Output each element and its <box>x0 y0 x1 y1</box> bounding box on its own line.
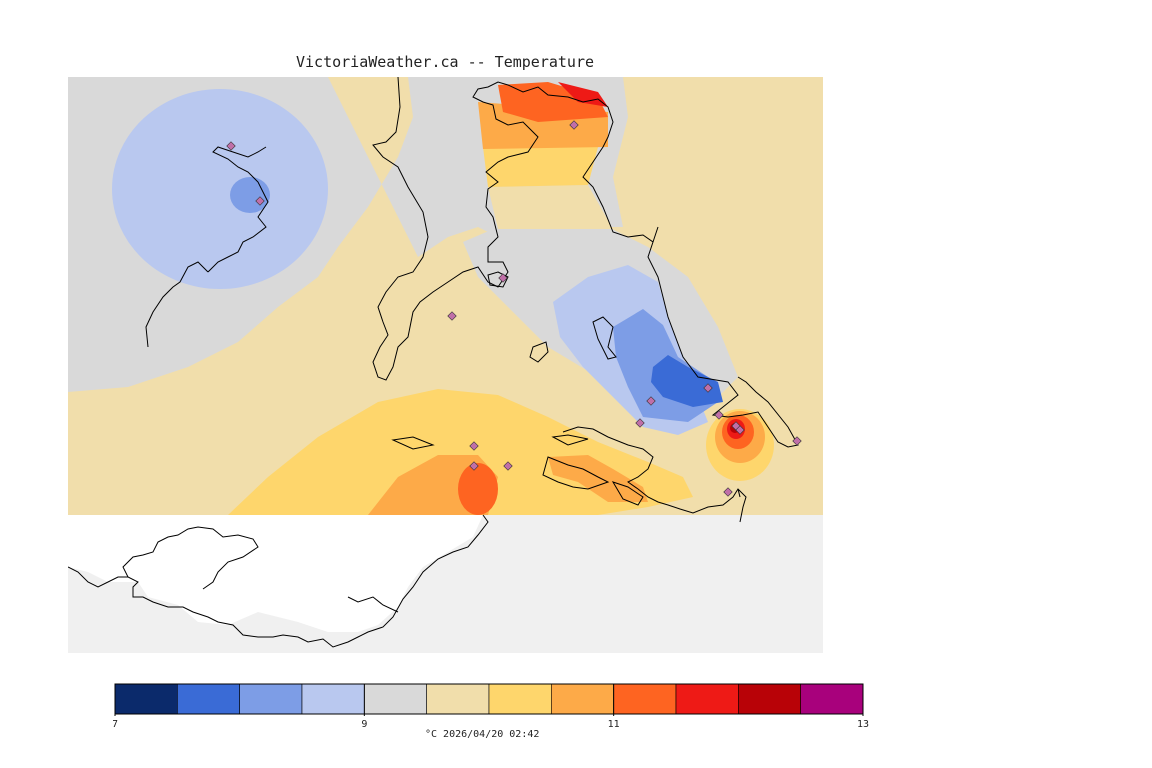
legend-tick-label: 11 <box>608 719 620 730</box>
legend-units-time: °C 2026/04/20 02:42 <box>425 729 539 740</box>
station-marker <box>792 436 802 446</box>
station-marker <box>226 141 236 151</box>
station-marker <box>469 441 479 451</box>
legend-tick-label: 9 <box>361 719 367 730</box>
temp-band-7.5-8-east <box>651 355 723 407</box>
legend-swatch <box>114 683 178 715</box>
weather-stations <box>226 120 802 497</box>
land-south <box>68 515 483 632</box>
station-marker <box>255 196 265 206</box>
temperature-map <box>68 77 823 653</box>
legend-ticks: 7 9 11 13 <box>113 684 869 730</box>
temp-band-11.5-12-northpen <box>558 82 608 107</box>
legend-tick-label: 7 <box>113 719 118 730</box>
legend-swatch <box>551 683 614 715</box>
station-marker <box>646 396 656 406</box>
coastline <box>68 77 799 648</box>
legend-swatch <box>426 683 490 715</box>
map-title: VictoriaWeather.ca -- Temperature <box>296 53 595 71</box>
temp-band-10-10.5 <box>228 389 693 515</box>
legend-swatch <box>239 683 303 715</box>
station-marker <box>503 461 513 471</box>
station-marker <box>469 461 479 471</box>
station-marker <box>569 120 579 130</box>
station-marker <box>447 311 457 321</box>
legend-swatch <box>364 683 427 715</box>
temp-band-10-10.5-northpen <box>483 147 598 187</box>
legend-swatch <box>301 683 365 715</box>
legend-swatch <box>675 683 739 715</box>
temp-band-9.5-10-northpen <box>488 185 613 229</box>
legend-swatch <box>738 683 801 715</box>
legend-swatch <box>177 683 240 715</box>
legend-swatches <box>114 683 864 715</box>
legend-swatch <box>800 683 864 715</box>
station-marker <box>635 418 645 428</box>
temp-band-8.5-9-west <box>112 89 328 289</box>
station-marker <box>703 383 713 393</box>
color-scale-legend: 7 9 11 13 °C 2026/04/20 02:42 <box>113 683 869 740</box>
station-marker <box>498 273 508 283</box>
station-marker <box>714 410 724 420</box>
station-marker <box>723 487 733 497</box>
temp-band-11-11.5-south <box>458 463 498 515</box>
station-marker <box>735 425 745 435</box>
legend-tick-label: 13 <box>857 719 869 730</box>
legend-swatch <box>613 683 677 715</box>
legend-swatch <box>488 683 552 715</box>
